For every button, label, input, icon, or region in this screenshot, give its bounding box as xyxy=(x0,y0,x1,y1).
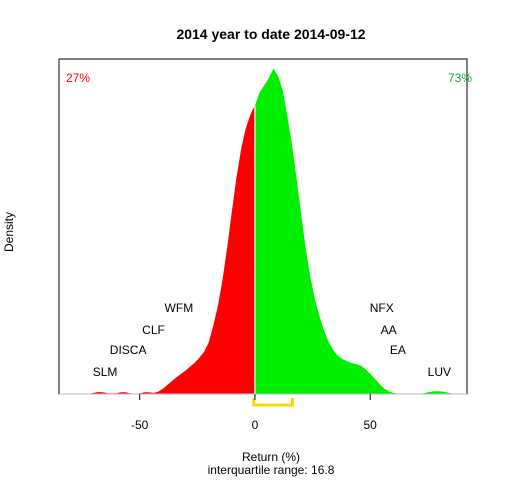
stock-label: NFX xyxy=(370,301,394,315)
negative-density-area xyxy=(89,105,255,394)
pct-positive-label: 73% xyxy=(448,71,472,85)
stock-label: WFM xyxy=(165,301,194,315)
stock-label: CLF xyxy=(142,323,165,337)
x-tick-label: 50 xyxy=(364,418,378,432)
x-axis: -50 0 50 xyxy=(131,394,377,432)
x-tick-label: -50 xyxy=(131,418,149,432)
x-axis-label: Return (%) xyxy=(242,450,300,464)
x-tick-label: 0 xyxy=(252,418,259,432)
iqr-bracket xyxy=(252,398,295,407)
chart-title: 2014 year to date 2014-09-12 xyxy=(176,26,365,42)
y-axis-label: Density xyxy=(2,212,16,252)
stock-label: SLM xyxy=(93,365,118,379)
stock-label: EA xyxy=(390,343,406,357)
pct-negative-label: 27% xyxy=(66,71,90,85)
stock-label: DISCA xyxy=(110,343,147,357)
stock-label: AA xyxy=(381,323,397,337)
stock-label: LUV xyxy=(428,365,451,379)
density-areas xyxy=(89,68,454,394)
chart-subtitle: interquartile range: 16.8 xyxy=(208,463,335,477)
positive-density-area xyxy=(254,68,454,394)
